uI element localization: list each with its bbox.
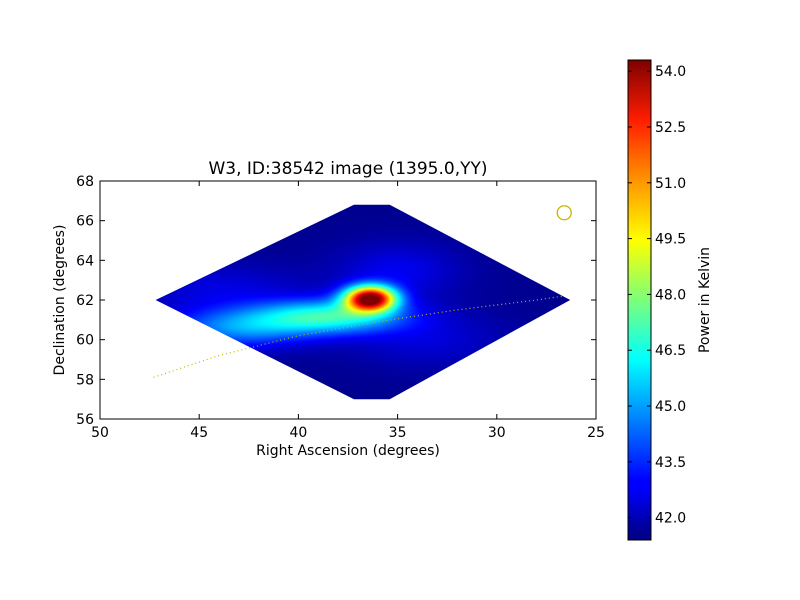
x-axis-label: Right Ascension (degrees) <box>256 443 440 459</box>
x-tick-label: 35 <box>389 425 407 441</box>
galactic-plane-line <box>153 295 565 378</box>
colorbar-ticks: 42.0 43.5 45.0 46.5 48.0 49.5 51.0 52.5 54.0 <box>628 64 686 527</box>
colorbar <box>627 59 652 541</box>
colorbar-tick-label: 48.0 <box>655 287 686 303</box>
beam-marker <box>556 205 572 221</box>
colorbar-tick-label: 52.5 <box>655 120 686 136</box>
y-tick-label: 66 <box>76 214 94 230</box>
colorbar-tick-label: 51.0 <box>655 176 686 192</box>
x-tick-label: 40 <box>289 425 307 441</box>
x-tick-label: 45 <box>190 425 208 441</box>
y-tick-label: 64 <box>76 253 94 269</box>
chart-title: W3, ID:38542 image (1395.0,YY) <box>208 159 487 179</box>
x-axis-ticks: 50 45 40 35 30 25 <box>91 181 605 441</box>
y-tick-label: 58 <box>76 372 94 388</box>
colorbar-tick-label: 49.5 <box>655 232 686 248</box>
x-tick-label: 30 <box>488 425 506 441</box>
x-tick-label: 25 <box>587 425 605 441</box>
colorbar-tick-label: 54.0 <box>655 64 686 80</box>
colorbar-label: Power in Kelvin <box>697 247 713 353</box>
y-tick-label: 60 <box>76 333 94 349</box>
colorbar-tick-label: 46.5 <box>655 343 686 359</box>
colorbar-tick-label: 45.0 <box>655 399 686 415</box>
y-tick-label: 62 <box>76 293 94 309</box>
x-tick-label: 50 <box>91 425 109 441</box>
y-tick-label: 56 <box>76 412 94 428</box>
galactic-plane-path <box>153 295 565 378</box>
y-axis-label: Declination (degrees) <box>52 225 68 376</box>
y-axis-ticks: 56 58 60 62 64 66 68 <box>76 174 596 428</box>
y-tick-label: 68 <box>76 174 94 190</box>
colorbar-tick-label: 42.0 <box>655 511 686 527</box>
colorbar-tick-label: 43.5 <box>655 455 686 471</box>
